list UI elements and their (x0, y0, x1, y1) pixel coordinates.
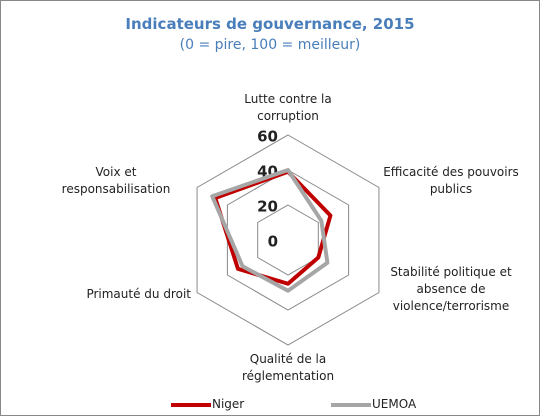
grid-ring (196, 134, 380, 346)
tick-label: 0 (268, 233, 278, 251)
category-label: Efficacité des pouvoirs publics (383, 165, 519, 196)
category-label: Stabilité politique et absence de violen… (390, 265, 512, 313)
series-line (213, 169, 333, 286)
grid-ring (226, 169, 350, 311)
grid-ring (257, 204, 319, 276)
category-label: Voix et responsabilisation (61, 165, 171, 196)
legend-label: UEMOA (372, 397, 417, 411)
series-line (210, 168, 330, 293)
tick-label: 20 (257, 198, 278, 216)
legend-label: Niger (212, 397, 245, 411)
chart-subtitle: (0 = pire, 100 = meilleur) (179, 37, 361, 53)
spoke (288, 188, 379, 241)
category-label: Lutte contre la corruption (244, 92, 332, 123)
tick-label: 60 (257, 128, 278, 146)
category-label: Primauté du droit (86, 287, 191, 301)
category-label: Qualité de la réglementation (241, 352, 335, 383)
chart-title: Indicateurs de gouvernance, 2015 (125, 15, 415, 33)
spoke (288, 240, 379, 293)
